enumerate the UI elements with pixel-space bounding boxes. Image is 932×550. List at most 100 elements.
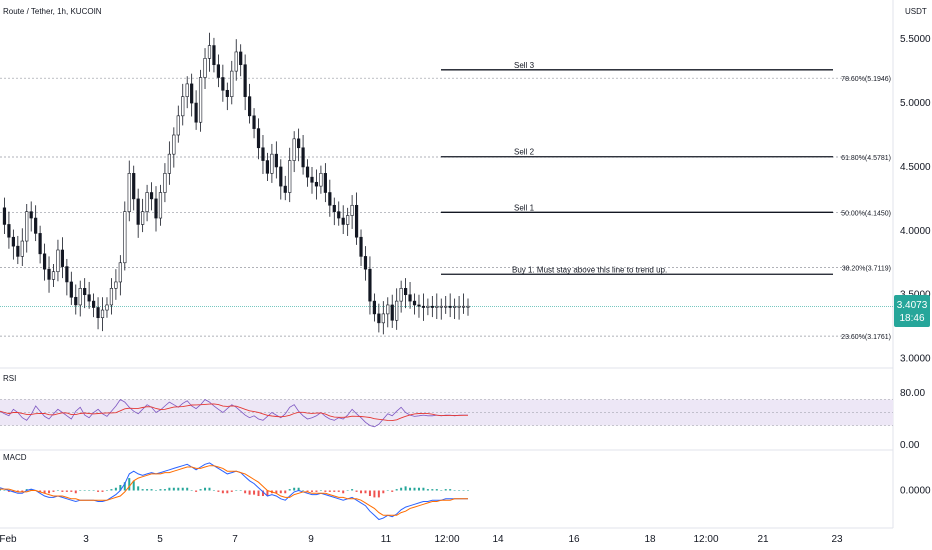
time-tick-label: 12:00 [693, 534, 718, 545]
macd-histogram-bar [97, 490, 100, 492]
buy-label: Buy 1. Must stay above this line to tren… [512, 265, 667, 274]
candle-body [252, 115, 256, 129]
macd-histogram-bar [30, 489, 33, 491]
candle-body [16, 245, 20, 257]
rsi-panel[interactable]: 80.00 0.00 [0, 388, 925, 451]
candle-body [172, 134, 176, 155]
macd-histogram-bar [123, 482, 126, 491]
candle-body [118, 262, 122, 283]
time-tick-label: 9 [308, 534, 314, 545]
candle-body [83, 288, 87, 296]
macd-histogram-bar [163, 489, 166, 491]
time-tick-label: 5 [157, 534, 163, 545]
time-tick-label: 11 [381, 534, 392, 545]
macd-histogram-bar [458, 490, 461, 491]
macd-histogram-bar [346, 490, 349, 491]
time-tick-label: 23 [831, 534, 843, 545]
candle-body [444, 305, 448, 308]
candle-body [354, 204, 359, 238]
macd-histogram-bar [435, 489, 438, 491]
candle-body [123, 211, 127, 264]
candle-body [42, 253, 47, 270]
candle-body [198, 77, 203, 123]
candle-body [408, 294, 412, 302]
price-series[interactable] [2, 32, 470, 335]
macd-histogram-bar [417, 487, 420, 491]
macd-histogram-bar [3, 490, 6, 491]
candle-body [314, 181, 319, 187]
macd-histogram-bar [43, 490, 46, 494]
macd-histogram-bar [159, 489, 162, 491]
macd-histogram-bar [217, 490, 220, 492]
candle-body [92, 300, 96, 308]
candle-body [265, 160, 270, 174]
candle-body [466, 305, 470, 308]
macd-histogram-bar [110, 489, 113, 491]
price-tick-label: 4.5000 [900, 162, 931, 173]
rsi-title: RSI [3, 374, 16, 383]
candle-body [47, 268, 51, 280]
candle-body [29, 211, 33, 219]
candle-body [145, 192, 149, 212]
macd-histogram-bar [208, 487, 211, 491]
candle-body [243, 64, 247, 97]
macd-histogram-bar [319, 490, 322, 491]
candle-body [292, 138, 296, 161]
macd-histogram-bar [377, 490, 380, 498]
candle-body [390, 304, 394, 321]
macd-histogram-bar [342, 490, 345, 494]
candle-body [417, 304, 421, 307]
candle-body [56, 249, 60, 273]
macd-histogram-bar [195, 490, 198, 492]
candle-body [105, 304, 109, 311]
candle-body [261, 147, 265, 161]
candle-body [65, 266, 69, 283]
trade-annotations[interactable]: Sell 3 Sell 2 Sell 1 Buy 1. Must stay above… [441, 61, 833, 275]
candle-body [274, 153, 278, 168]
candle-body [368, 268, 372, 302]
macd-histogram-bar [70, 490, 73, 492]
candle-body [395, 300, 399, 321]
macd-histogram-bar [391, 490, 394, 492]
macd-histogram-bar [279, 490, 282, 494]
candle-body [136, 198, 140, 225]
fib-level-label: 38.20%(3.7119) [842, 266, 891, 273]
macd-histogram-bar [404, 486, 407, 491]
price-tick-label: 5.0000 [900, 98, 931, 109]
candle-body [426, 305, 430, 308]
candle-body [256, 128, 261, 149]
price-tick-label: 4.0000 [900, 226, 931, 237]
macd-histogram-bar [83, 490, 86, 491]
macd-histogram-bar [284, 490, 287, 494]
macd-histogram-bar [395, 489, 398, 491]
fib-level-label: 61.80%(4.5781) [841, 155, 891, 162]
candle-body [301, 147, 305, 168]
macd-histogram-bar [244, 490, 247, 494]
macd-histogram-bar [235, 490, 238, 491]
candle-body [216, 64, 221, 78]
macd-histogram-bar [61, 490, 64, 492]
macd-histogram-bar [146, 489, 149, 491]
candle-body [341, 217, 345, 225]
candle-body [461, 305, 466, 308]
candle-body [310, 176, 314, 183]
macd-histogram-bar [7, 490, 10, 492]
macd-histogram-bar [422, 487, 425, 491]
macd-histogram-bar [333, 490, 336, 492]
candle-body [2, 207, 7, 225]
fib-level-label: 78.60%(5.1946) [841, 76, 891, 83]
time-axis[interactable]: Feb 3 5 7 9 11 12:00 14 16 18 12:00 21 23 [0, 534, 843, 545]
macd-histogram-bar [253, 490, 256, 495]
macd-histogram-bar [426, 489, 429, 491]
macd-histogram-bar [137, 486, 140, 491]
macd-histogram-bar [297, 487, 300, 491]
candle-body [34, 217, 38, 234]
candle-body [377, 313, 381, 324]
candle-body [350, 204, 354, 216]
candle-body [181, 96, 185, 117]
macd-panel[interactable]: 0.0000 [0, 462, 931, 521]
time-tick-label: 18 [644, 534, 656, 545]
macd-histogram-bar [467, 490, 469, 491]
currency-label: USDT [905, 7, 927, 16]
